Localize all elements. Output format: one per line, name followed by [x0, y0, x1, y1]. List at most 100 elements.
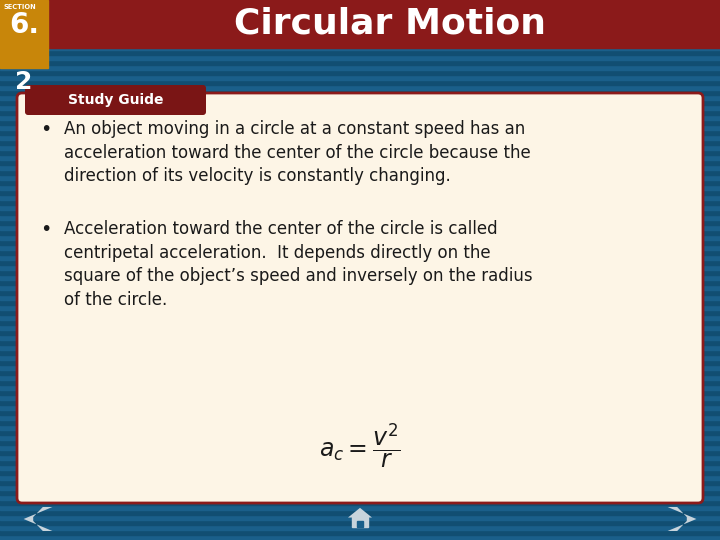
Bar — [0, 335, 720, 340]
Bar — [0, 520, 720, 525]
Bar — [0, 20, 720, 25]
Bar — [0, 130, 720, 135]
Bar — [0, 445, 720, 450]
Bar — [0, 265, 720, 270]
Bar — [0, 95, 720, 100]
Text: An object moving in a circle at a constant speed has an
acceleration toward the : An object moving in a circle at a consta… — [64, 120, 531, 185]
Bar — [0, 410, 720, 415]
Bar — [0, 90, 720, 95]
Bar — [0, 275, 720, 280]
Bar — [0, 225, 720, 230]
Bar — [0, 505, 720, 510]
Bar — [0, 150, 720, 155]
Bar — [0, 245, 720, 250]
Bar — [0, 320, 720, 325]
Bar — [0, 190, 720, 195]
Bar — [0, 430, 720, 435]
Bar — [0, 200, 720, 205]
Bar — [0, 260, 720, 265]
Bar — [0, 235, 720, 240]
Bar — [0, 5, 720, 10]
Bar — [0, 0, 720, 5]
Bar — [0, 480, 720, 485]
FancyBboxPatch shape — [25, 85, 206, 115]
Bar — [0, 210, 720, 215]
Text: SECTION: SECTION — [3, 4, 36, 10]
Bar — [0, 240, 720, 245]
Bar — [0, 485, 720, 490]
Bar — [0, 45, 720, 50]
Bar — [0, 460, 720, 465]
Bar — [0, 205, 720, 210]
Bar — [0, 530, 720, 535]
Bar — [0, 185, 720, 190]
Bar — [0, 250, 720, 255]
Bar — [0, 105, 720, 110]
Bar — [0, 175, 720, 180]
Bar — [0, 495, 720, 500]
Text: 2: 2 — [15, 70, 32, 94]
Text: Acceleration toward the center of the circle is called
centripetal acceleration.: Acceleration toward the center of the ci… — [64, 220, 533, 309]
Bar — [0, 390, 720, 395]
Bar — [0, 475, 720, 480]
Bar — [0, 385, 720, 390]
Bar — [0, 440, 720, 445]
Bar — [0, 465, 720, 470]
Bar — [0, 195, 720, 200]
Bar — [0, 15, 720, 20]
Bar — [0, 170, 720, 175]
Bar — [0, 498, 720, 540]
Bar — [0, 535, 720, 540]
Text: Circular Motion: Circular Motion — [234, 7, 546, 41]
Bar — [0, 140, 720, 145]
Bar — [0, 85, 720, 90]
Bar — [0, 365, 720, 370]
Text: 6.: 6. — [9, 11, 39, 39]
Bar — [0, 255, 720, 260]
Bar — [0, 295, 720, 300]
Bar — [357, 521, 363, 527]
Bar — [0, 165, 720, 170]
Bar — [0, 120, 720, 125]
Bar — [0, 100, 720, 105]
Bar — [0, 330, 720, 335]
Bar — [0, 0, 48, 68]
Polygon shape — [24, 507, 53, 531]
Bar — [0, 270, 720, 275]
Bar — [0, 155, 720, 160]
Bar — [0, 470, 720, 475]
Bar — [0, 415, 720, 420]
Bar — [0, 220, 720, 225]
Bar — [0, 110, 720, 115]
Text: Study Guide: Study Guide — [68, 93, 163, 107]
Bar — [0, 285, 720, 290]
Bar — [0, 10, 720, 15]
Bar — [0, 75, 720, 80]
Bar — [0, 370, 720, 375]
Text: $a_c = \dfrac{v^2}{r}$: $a_c = \dfrac{v^2}{r}$ — [319, 422, 401, 470]
Bar — [0, 315, 720, 320]
Bar — [0, 215, 720, 220]
Bar — [0, 435, 720, 440]
Bar — [0, 500, 720, 505]
Bar — [0, 340, 720, 345]
Bar — [0, 65, 720, 70]
Bar — [0, 425, 720, 430]
Bar — [0, 0, 720, 48]
Bar — [0, 400, 720, 405]
FancyBboxPatch shape — [17, 93, 703, 503]
Bar — [0, 35, 720, 40]
Bar — [0, 490, 720, 495]
Bar — [0, 450, 720, 455]
Bar — [0, 515, 720, 520]
Bar — [0, 40, 720, 45]
Bar — [0, 350, 720, 355]
Bar — [0, 80, 720, 85]
Text: •: • — [40, 220, 51, 239]
Bar — [0, 25, 720, 30]
Bar — [0, 135, 720, 140]
Polygon shape — [667, 507, 696, 531]
Bar — [0, 345, 720, 350]
Bar — [0, 30, 720, 35]
Bar — [0, 525, 720, 530]
